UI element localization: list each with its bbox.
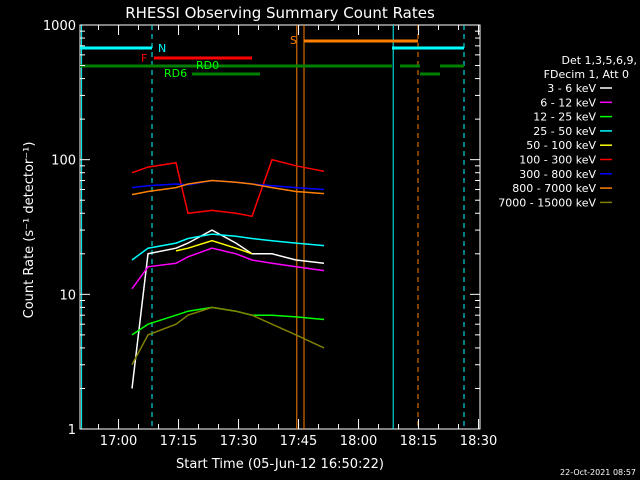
chart-title: RHESSI Observing Summary Count Rates (125, 4, 435, 22)
annotation-S: S (290, 34, 297, 47)
annotation-RD6: RD6 (164, 67, 187, 80)
x-tick-label: 17:00 (100, 434, 137, 449)
legend-label: 3 - 6 keV (547, 82, 596, 95)
x-tick-label: 18:15 (400, 434, 437, 449)
y-tick-label: 100 (51, 154, 76, 169)
legend-label: 7000 - 15000 keV (498, 196, 596, 209)
annotation-F: F (141, 52, 147, 65)
x-tick-label: 18:00 (340, 434, 377, 449)
x-tick-label: 18:30 (460, 434, 497, 449)
series-line (131, 179, 325, 196)
y-tick-label: 1 (68, 423, 76, 438)
plot-area (79, 24, 481, 430)
series-line (131, 229, 325, 389)
y-axis-label: Count Rate (s⁻¹ detector⁻¹) (22, 142, 37, 319)
series-line (131, 247, 325, 290)
timestamp: 22-Oct-2021 08:57 (560, 468, 636, 477)
series-line (175, 239, 253, 255)
x-tick-label: 17:30 (220, 434, 257, 449)
legend-label: 25 - 50 keV (533, 125, 596, 138)
legend-label: 50 - 100 keV (526, 139, 596, 152)
series-layer (131, 158, 325, 389)
axes: 17:00 17:15 17:30 17:45 18:00 18:15 18:30 1 10 10… (43, 19, 497, 449)
annotation-RD0: RD0 (196, 59, 219, 72)
y-tick-label: 10 (59, 288, 76, 303)
legend: Det 1,3,5,6,9, FDecim 1, Att 0 3 - 6 keV… (498, 54, 637, 209)
x-tick-label: 17:15 (160, 434, 197, 449)
x-tick-label: 17:45 (280, 434, 317, 449)
annotation-N: N (158, 42, 166, 55)
series-line (131, 306, 325, 366)
y-tick-label: 1000 (43, 19, 76, 34)
legend-label: 100 - 300 keV (519, 154, 596, 167)
legend-label: 12 - 25 keV (533, 111, 596, 124)
legend-label: 300 - 800 keV (519, 168, 596, 181)
legend-header-2: FDecim 1, Att 0 (544, 68, 629, 81)
legend-label: 800 - 7000 keV (512, 182, 596, 195)
legend-label: 6 - 12 keV (540, 96, 596, 109)
plot-frame (79, 24, 481, 430)
series-line (131, 233, 325, 261)
legend-header-1: Det 1,3,5,6,9, (561, 54, 637, 67)
annotations-layer: N F RD0 RD6 S (141, 34, 297, 80)
series-line (131, 158, 325, 218)
x-axis-label: Start Time (05-Jun-12 16:50:22) (176, 457, 384, 472)
